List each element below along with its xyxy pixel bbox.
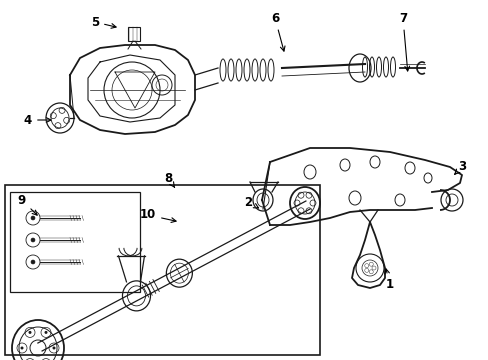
Circle shape: [31, 216, 35, 220]
Text: 10: 10: [140, 208, 176, 222]
Text: 9: 9: [18, 194, 37, 215]
Text: 3: 3: [454, 161, 465, 174]
Bar: [128, 27, 140, 41]
Circle shape: [31, 260, 35, 264]
Text: 5: 5: [91, 15, 116, 28]
Text: 1: 1: [384, 269, 393, 292]
Bar: [10, 192, 140, 292]
Text: 2: 2: [244, 195, 258, 208]
Text: 7: 7: [398, 12, 409, 71]
Circle shape: [44, 331, 47, 334]
Text: 6: 6: [270, 12, 285, 51]
Text: 4: 4: [24, 113, 51, 126]
Bar: [5, 185, 319, 355]
Text: 8: 8: [163, 171, 174, 188]
Circle shape: [31, 238, 35, 242]
Circle shape: [28, 331, 31, 334]
Circle shape: [52, 346, 55, 350]
Circle shape: [20, 346, 23, 350]
